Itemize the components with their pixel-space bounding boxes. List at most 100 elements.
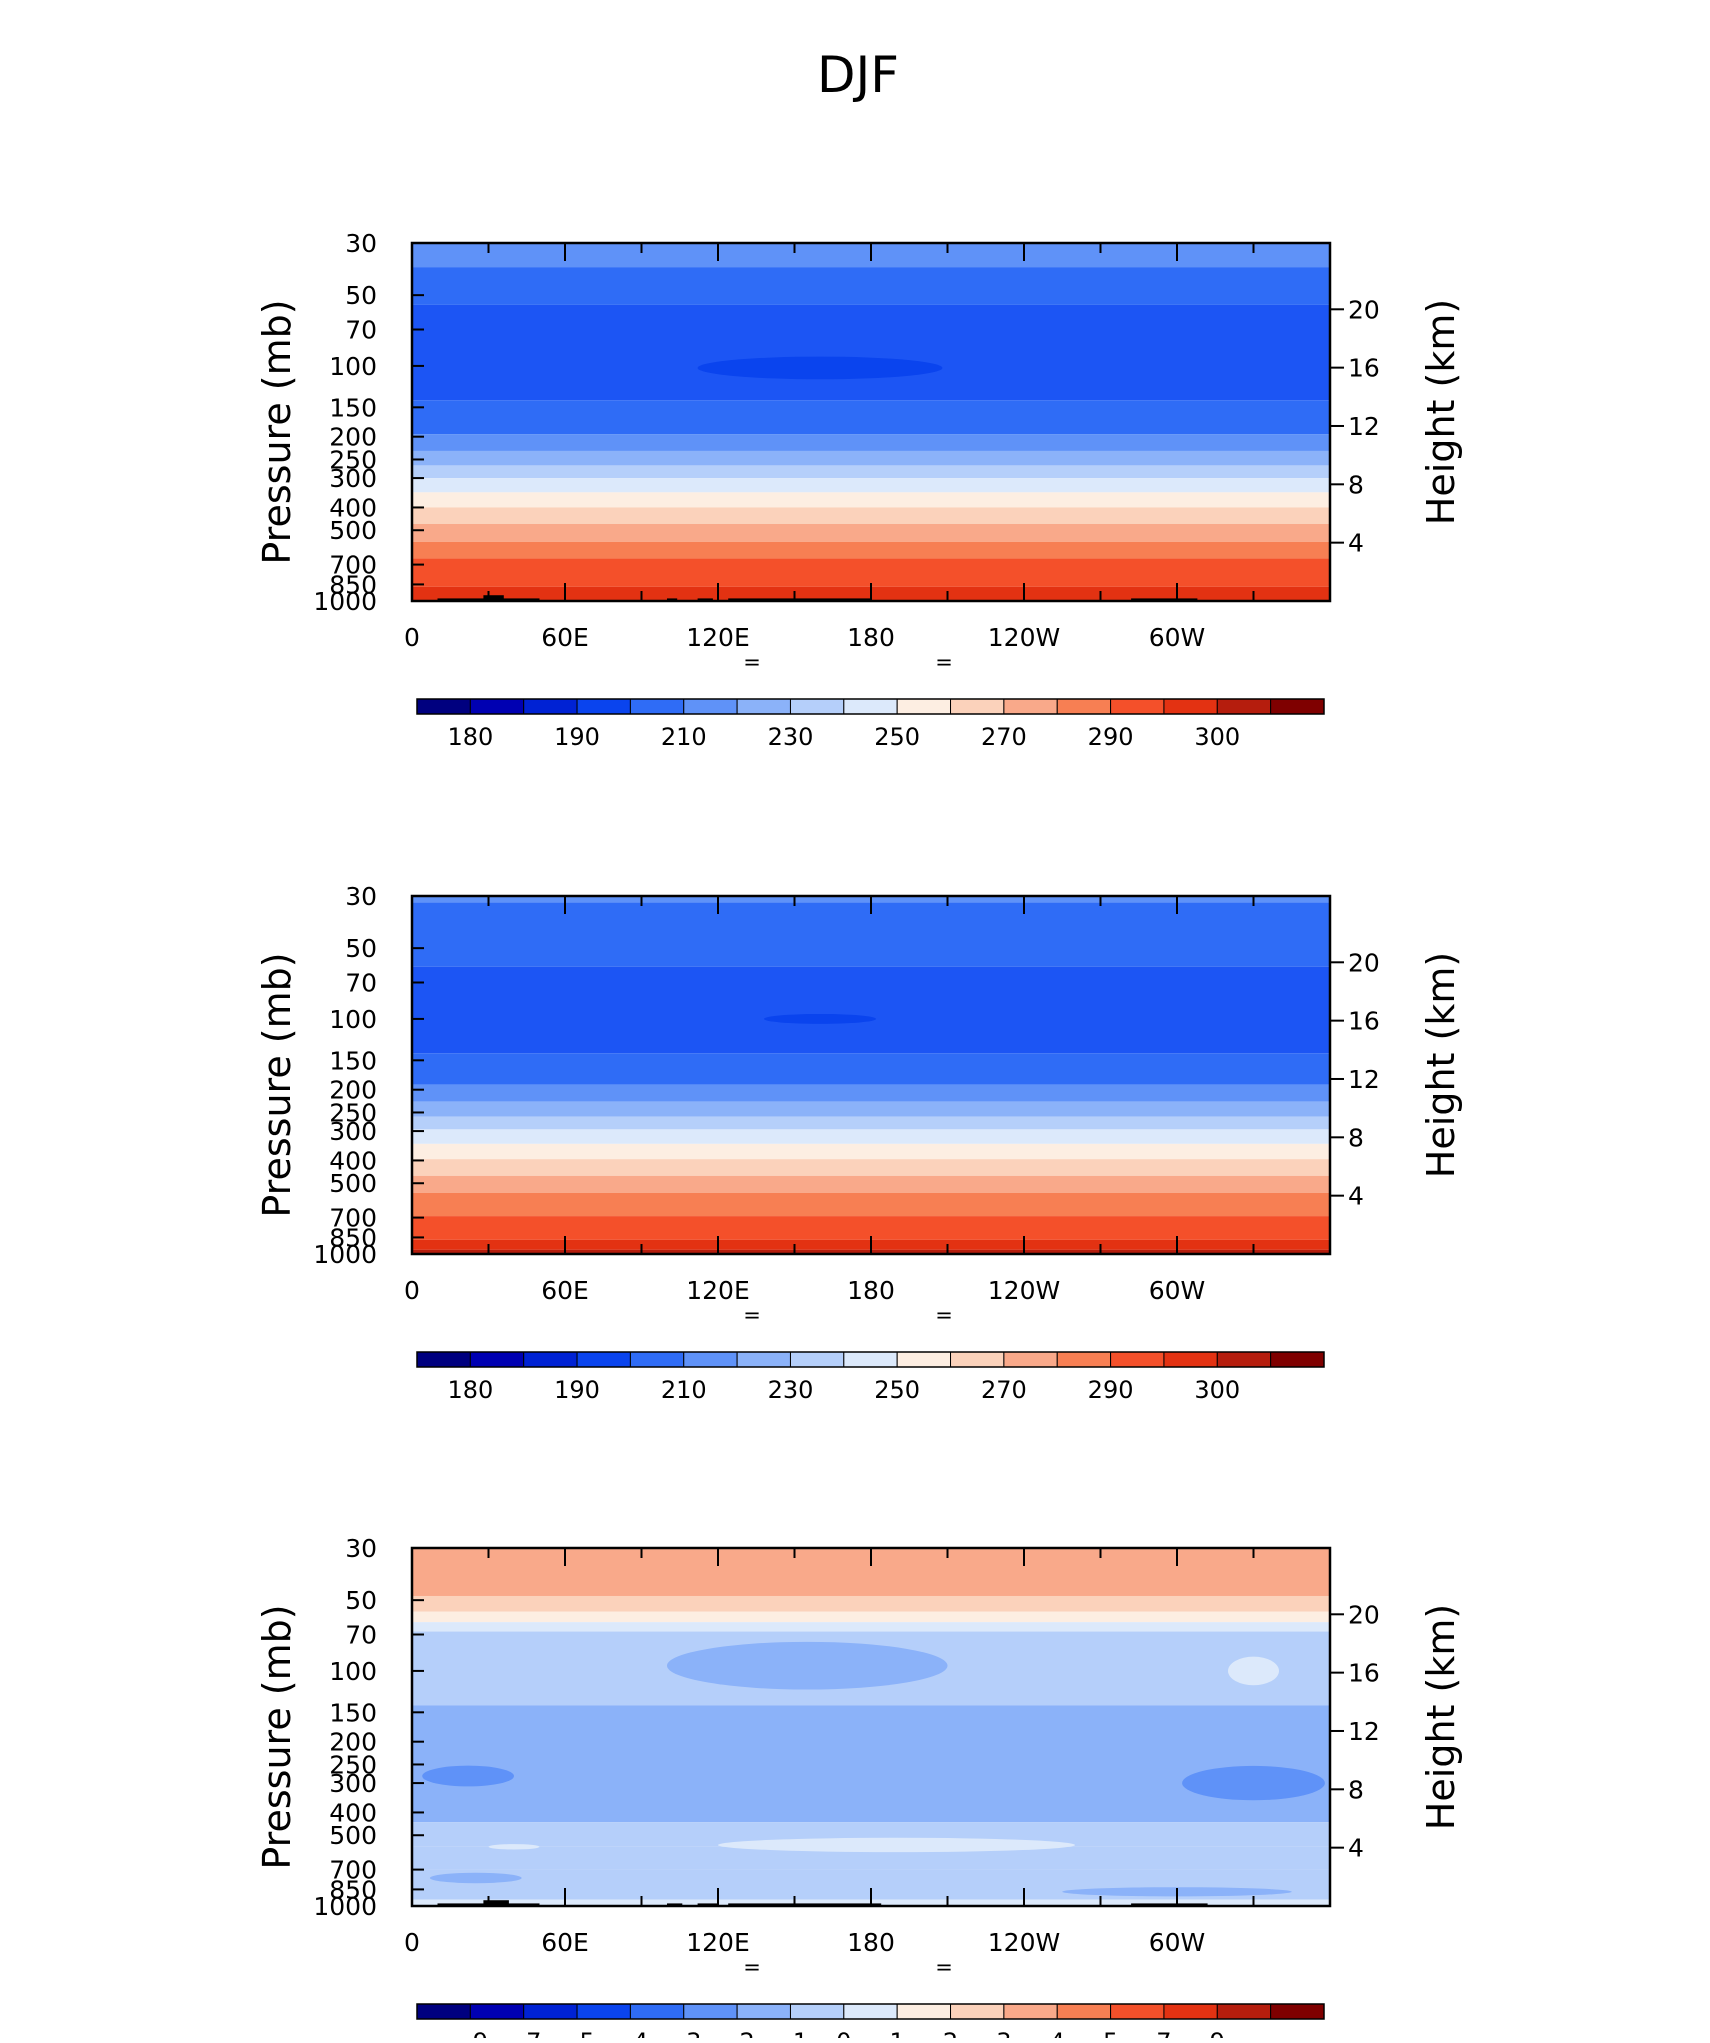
y-right-tick-label: 20 xyxy=(1348,1600,1380,1629)
x-tick-label: 120W xyxy=(988,1928,1060,1957)
contour-band-9 xyxy=(412,1159,1330,1176)
y-axis-title: Pressure (mb) xyxy=(255,299,299,564)
topography-mask-1 xyxy=(483,1900,509,1906)
colorbar-box xyxy=(736,698,791,715)
y-tick-label: 30 xyxy=(345,1534,377,1563)
colorbar-frame xyxy=(416,2003,1325,2020)
y-axis-title-right: Height (km) xyxy=(1419,1604,1463,1830)
x-tick-label: 180 xyxy=(847,623,895,652)
x-tick-label: 60W xyxy=(1149,1276,1206,1305)
colorbar-box xyxy=(736,1351,791,1368)
contour-feature-5 xyxy=(488,1844,540,1850)
stat-equals: = xyxy=(743,650,761,674)
colorbar-box xyxy=(950,698,1005,715)
contour-band-11 xyxy=(412,541,1330,559)
y-tick-label: 700 xyxy=(329,1204,377,1233)
y-tick-label: 400 xyxy=(329,1146,377,1175)
x-tick-label: 120E xyxy=(686,1276,750,1305)
colorbar-box xyxy=(950,2003,1005,2020)
y-tick-label: 850 xyxy=(329,570,377,599)
y-right-tick-label: 20 xyxy=(1348,948,1380,977)
y-tick-label: 500 xyxy=(329,1821,377,1850)
colorbar-box xyxy=(1110,2003,1165,2020)
colorbar-box xyxy=(789,698,845,715)
contour-band-6 xyxy=(412,1116,1330,1130)
y-right-tick-label: 8 xyxy=(1348,1123,1364,1152)
x-tick-label: 60E xyxy=(541,1928,589,1957)
y-tick-label: 250 xyxy=(329,1750,377,1779)
colorbar-box xyxy=(789,2003,845,2020)
topography-mask-4 xyxy=(728,1903,882,1906)
colorbar-box xyxy=(576,2003,631,2020)
y-tick-label: 850 xyxy=(329,1223,377,1252)
contour-band-1 xyxy=(412,1595,1330,1612)
y-tick-label: 30 xyxy=(345,229,377,258)
colorbar-label: 180 xyxy=(447,1376,493,1404)
y-tick-label: 300 xyxy=(329,464,377,493)
y-tick-label: 250 xyxy=(329,1098,377,1127)
colorbar-box xyxy=(629,2003,685,2020)
topography-mask-3 xyxy=(697,1903,718,1906)
colorbar-box xyxy=(416,1351,471,1368)
y-axis-title-right: Height (km) xyxy=(1419,299,1463,525)
y-right-tick-label: 20 xyxy=(1348,295,1380,324)
stat-equals: = xyxy=(743,1303,761,1327)
colorbar-box xyxy=(469,698,525,715)
colorbar-label: 180 xyxy=(447,723,493,751)
contour-band-8 xyxy=(412,492,1330,508)
colorbar-box xyxy=(843,2003,898,2020)
figure-title: DJF xyxy=(817,46,899,104)
contour-band-12 xyxy=(412,1216,1330,1240)
colorbar-box xyxy=(1216,1351,1272,1368)
y-tick-label: 100 xyxy=(329,1657,377,1686)
colorbar-label: 5 xyxy=(1103,2028,1118,2038)
colorbar-box xyxy=(896,698,952,715)
colorbar-label: 270 xyxy=(981,723,1027,751)
contour-band-2 xyxy=(412,1611,1330,1623)
colorbar-label: −9 xyxy=(453,2028,488,2038)
colorbar-box xyxy=(896,1351,952,1368)
y-tick-label: 400 xyxy=(329,1798,377,1827)
y-tick-label: 200 xyxy=(329,1728,377,1757)
colorbar-box xyxy=(1056,698,1112,715)
x-tick-label: 120W xyxy=(988,623,1060,652)
contour-band-7 xyxy=(412,1846,1330,1870)
colorbar-label: −1 xyxy=(773,2028,808,2038)
contour-field xyxy=(412,896,1330,1254)
y-tick-label: 100 xyxy=(329,1005,377,1034)
y-tick-label: 1000 xyxy=(313,1240,377,1269)
contour-feature-0 xyxy=(763,1013,877,1024)
y-tick-label: 50 xyxy=(345,1586,377,1615)
colorbar-box xyxy=(1056,2003,1112,2020)
contour-feature-4 xyxy=(718,1837,1075,1853)
x-tick-label: 180 xyxy=(847,1928,895,1957)
colorbar-label: 210 xyxy=(661,723,707,751)
colorbar-label: 250 xyxy=(874,723,920,751)
y-tick-label: 150 xyxy=(329,1698,377,1727)
y-right-tick-label: 8 xyxy=(1348,1775,1364,1804)
panel-1: Pressure (mb) Height (km)3050701001502002… xyxy=(255,229,1463,751)
colorbar-box xyxy=(1163,1351,1218,1368)
x-tick-label: 0 xyxy=(404,1928,420,1957)
colorbar-box xyxy=(683,2003,738,2020)
contour-band-3 xyxy=(412,1622,1330,1632)
x-tick-label: 60E xyxy=(541,1276,589,1305)
colorbar-label: 230 xyxy=(768,1376,814,1404)
y-right-tick-label: 4 xyxy=(1348,1834,1364,1863)
y-right-tick-label: 16 xyxy=(1348,1007,1380,1036)
colorbar-box xyxy=(523,1351,578,1368)
topography-mask-2 xyxy=(667,1903,683,1906)
y-axis-title-right: Height (km) xyxy=(1419,952,1463,1178)
colorbar-box xyxy=(1216,698,1272,715)
colorbar-box xyxy=(896,2003,952,2020)
colorbar-box xyxy=(1270,1351,1325,1368)
colorbar-box xyxy=(1270,698,1325,715)
contour-band-4 xyxy=(412,434,1330,451)
x-tick-label: 0 xyxy=(404,1276,420,1305)
colorbar-box xyxy=(789,1351,845,1368)
x-tick-label: 60W xyxy=(1149,623,1206,652)
contour-band-5 xyxy=(412,450,1330,466)
contour-band-5 xyxy=(412,1705,1330,1823)
colorbar-label: 290 xyxy=(1088,1376,1134,1404)
y-right-tick-label: 12 xyxy=(1348,412,1380,441)
